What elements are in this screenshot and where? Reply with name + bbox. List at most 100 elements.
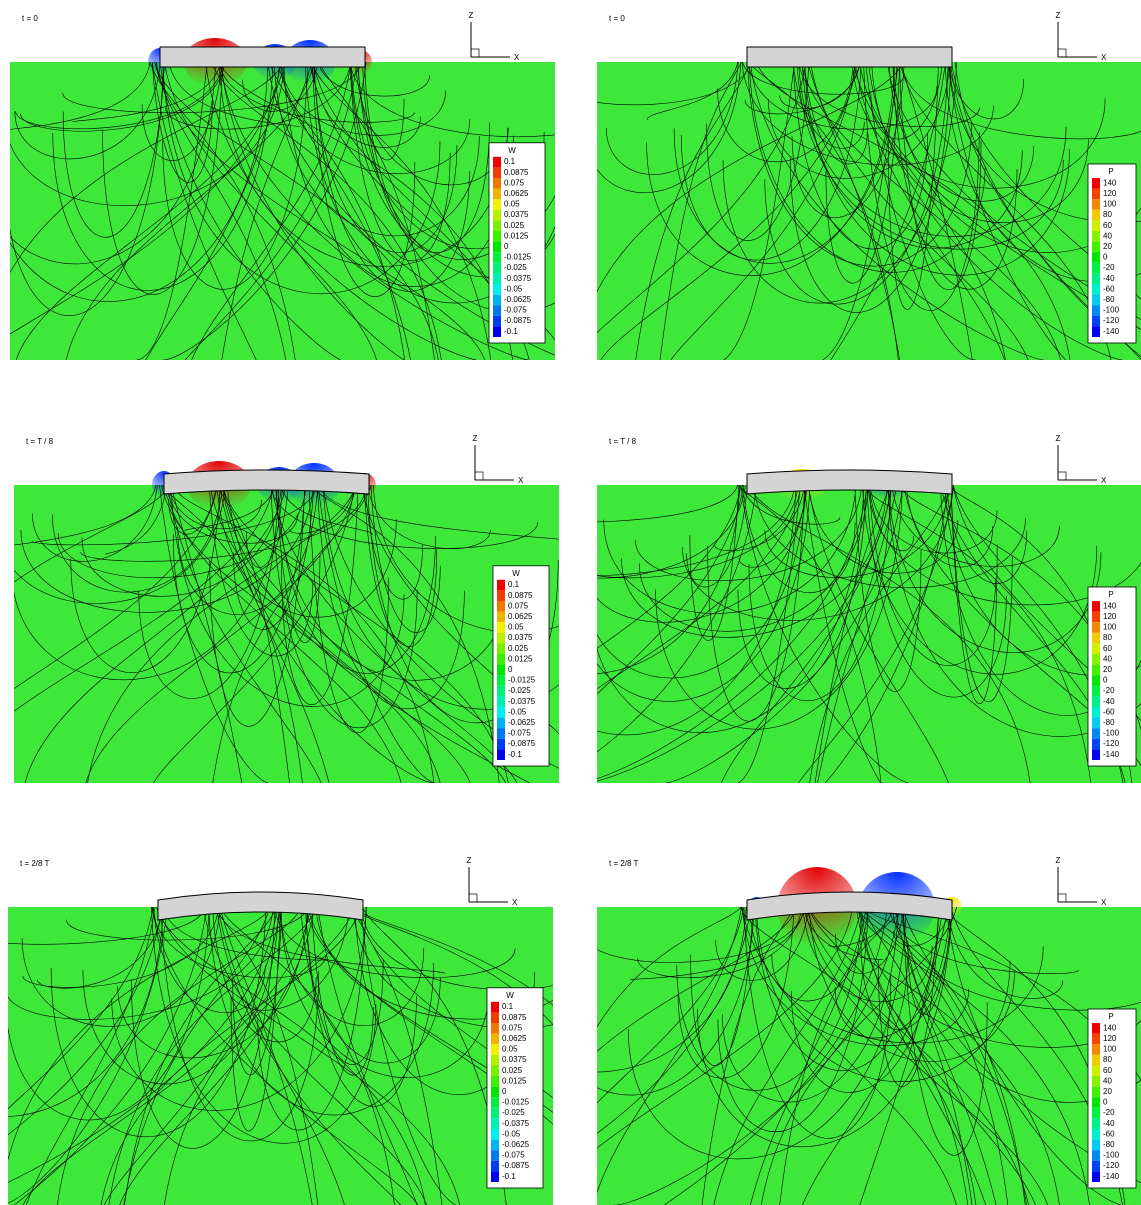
streamline bbox=[8, 906, 274, 1020]
legend-swatch bbox=[1092, 654, 1100, 665]
streamline bbox=[862, 906, 973, 1205]
legend-swatch bbox=[1092, 717, 1100, 729]
axis-z-label: Z bbox=[1056, 856, 1061, 865]
legend-swatch bbox=[1092, 685, 1100, 697]
streamline bbox=[310, 484, 500, 783]
legend-label: -0.0125 bbox=[502, 1098, 530, 1107]
streamline bbox=[172, 484, 306, 674]
streamline bbox=[635, 61, 751, 360]
streamline bbox=[124, 906, 277, 1205]
streamline bbox=[353, 906, 553, 1006]
streamline bbox=[860, 906, 1026, 1205]
plate bbox=[746, 46, 953, 68]
streamline bbox=[141, 61, 223, 161]
legend-label: 40 bbox=[1103, 654, 1112, 663]
legend-label: -100 bbox=[1103, 306, 1120, 315]
legend-swatch bbox=[1092, 1129, 1100, 1140]
legend-swatch bbox=[1092, 273, 1100, 284]
legend-swatch bbox=[1092, 1160, 1100, 1172]
legend-label: 0.0625 bbox=[508, 612, 533, 621]
streamline bbox=[756, 61, 1071, 360]
plate bbox=[746, 469, 953, 495]
streamline bbox=[136, 61, 208, 360]
streamline bbox=[14, 484, 274, 712]
axis-z-label: Z bbox=[1056, 434, 1061, 443]
legend-swatch bbox=[497, 696, 505, 707]
streamline bbox=[8, 906, 168, 1204]
legend-swatch bbox=[1092, 284, 1100, 295]
legend-swatch bbox=[497, 622, 505, 633]
streamline bbox=[807, 61, 901, 360]
streamline bbox=[720, 484, 892, 783]
streamline bbox=[737, 484, 867, 689]
axis-x-label: X bbox=[518, 476, 524, 485]
legend-label: -0.025 bbox=[504, 263, 527, 272]
plate bbox=[746, 891, 953, 921]
streamline bbox=[152, 906, 419, 1205]
streamline bbox=[741, 61, 994, 166]
streamline bbox=[352, 906, 553, 1029]
streamline bbox=[689, 484, 740, 641]
streamline bbox=[947, 906, 1064, 999]
legend-swatch bbox=[1092, 1171, 1100, 1182]
legend-swatch bbox=[1092, 1139, 1100, 1151]
streamline bbox=[862, 484, 1092, 783]
legend-swatch bbox=[1092, 294, 1100, 306]
legend-swatch bbox=[491, 1076, 499, 1087]
legend-swatch bbox=[497, 728, 505, 739]
streamline bbox=[8, 906, 272, 1162]
legend-label: 0.0125 bbox=[508, 654, 533, 663]
streamline bbox=[863, 61, 980, 311]
legend-swatch bbox=[1092, 209, 1100, 221]
streamline bbox=[25, 906, 156, 1205]
streamline bbox=[628, 906, 907, 1160]
flow-field bbox=[8, 907, 553, 1205]
streamline bbox=[161, 484, 303, 783]
streamline bbox=[597, 906, 745, 1104]
legend-swatch bbox=[1092, 188, 1100, 200]
legend-swatch bbox=[497, 590, 505, 601]
streamline bbox=[748, 484, 1031, 783]
legend-swatch bbox=[1092, 1054, 1100, 1066]
streamline bbox=[807, 484, 949, 783]
streamline bbox=[257, 906, 367, 1131]
streamline bbox=[891, 906, 1141, 1011]
legend-label: 140 bbox=[1103, 178, 1117, 187]
streamline bbox=[947, 61, 1067, 360]
legend-title: W bbox=[508, 146, 516, 155]
streamline bbox=[311, 906, 374, 1076]
legend-title: W bbox=[506, 991, 514, 1000]
streamline bbox=[318, 61, 435, 360]
streamline bbox=[792, 61, 928, 250]
legend-swatch bbox=[491, 1139, 499, 1151]
streamline bbox=[859, 906, 944, 1205]
streamline bbox=[806, 906, 1029, 1205]
legend-swatch bbox=[1092, 220, 1100, 231]
streamline bbox=[50, 906, 267, 1138]
streamline bbox=[103, 906, 282, 1205]
streamline bbox=[888, 906, 1079, 974]
streamline bbox=[319, 484, 559, 540]
legend-label: 0.05 bbox=[502, 1045, 518, 1054]
plate bbox=[157, 891, 364, 921]
streamline bbox=[659, 61, 742, 360]
plate bbox=[163, 469, 370, 495]
streamline bbox=[8, 906, 278, 1183]
legend-swatch bbox=[491, 1012, 499, 1023]
legend-label: -20 bbox=[1103, 686, 1115, 695]
legend-swatch bbox=[1092, 611, 1100, 623]
streamline bbox=[57, 484, 307, 579]
legend-label: 20 bbox=[1103, 1087, 1112, 1096]
axis-z-label: Z bbox=[1056, 11, 1061, 20]
streamline bbox=[363, 484, 438, 647]
streamline bbox=[808, 906, 1015, 1062]
legend-swatch bbox=[1092, 675, 1100, 686]
legend-swatch bbox=[1092, 1107, 1100, 1119]
legend-label: 0.0625 bbox=[502, 1034, 527, 1043]
streamline bbox=[220, 61, 405, 360]
streamline bbox=[217, 906, 345, 1205]
streamline bbox=[281, 484, 359, 706]
legend-label: -0.05 bbox=[508, 707, 527, 716]
streamline bbox=[899, 61, 982, 290]
